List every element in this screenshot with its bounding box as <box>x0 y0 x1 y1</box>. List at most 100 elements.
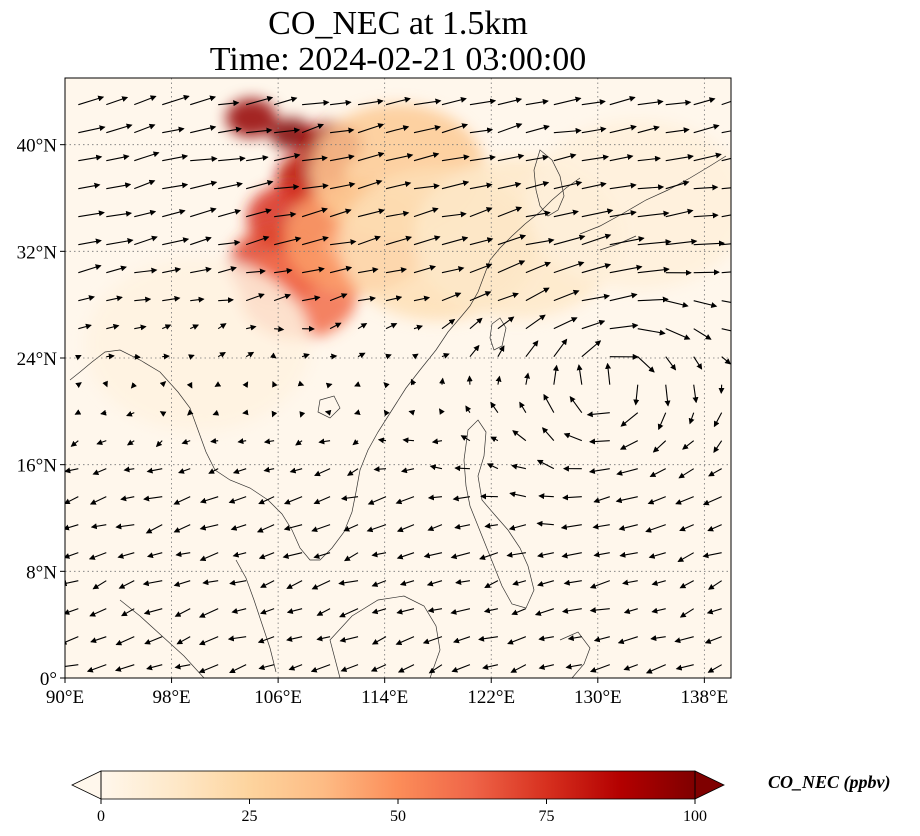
wind-vector-arrow <box>217 323 227 330</box>
wind-vector-arrow <box>452 636 471 644</box>
wind-vector-arrow <box>146 467 163 474</box>
wind-vector-arrow <box>674 636 694 644</box>
wind-vector-arrow <box>652 440 667 453</box>
wind-vector-arrow <box>553 127 582 134</box>
wind-vector-arrow <box>616 468 638 476</box>
coastline-japan <box>579 155 727 251</box>
wind-vector-arrow <box>431 438 443 445</box>
wind-vector-arrow <box>429 464 443 471</box>
wind-vector-arrow <box>707 580 722 590</box>
wind-vector-arrow <box>441 292 462 302</box>
wind-vector-arrow <box>246 95 274 106</box>
wind-vector-arrow <box>721 187 731 190</box>
wind-vector-arrow <box>482 664 499 670</box>
wind-vector-arrow <box>324 409 332 416</box>
wind-vector-arrow <box>693 269 720 276</box>
wind-vector-arrow <box>338 579 359 586</box>
wind-vector-arrow <box>385 235 412 246</box>
wind-vector-arrow <box>552 364 559 385</box>
wind-vector-arrow <box>385 181 412 190</box>
wind-vector-arrow <box>581 181 607 190</box>
wind-vector-arrow <box>301 353 310 359</box>
wind-vector-arrow <box>441 123 469 134</box>
wind-vector-arrow <box>86 664 107 673</box>
wind-vector-arrow <box>581 208 614 218</box>
wind-vector-arrow <box>274 267 293 274</box>
x-tick-label: 90°E <box>46 687 84 708</box>
wind-vector-arrow <box>74 354 82 361</box>
wind-vector-arrow <box>553 96 582 106</box>
wind-vector-arrow <box>441 211 467 218</box>
wind-vector-arrow <box>581 319 606 330</box>
wind-vector-arrow <box>562 494 582 501</box>
wind-vector-arrow <box>385 210 410 218</box>
wind-vector-arrow <box>258 664 275 671</box>
wind-vector-arrow <box>385 353 392 360</box>
wind-vector-arrow <box>413 324 423 331</box>
wind-vector-arrow <box>413 295 431 302</box>
wind-vector-arrow <box>144 636 163 645</box>
wind-vector-arrow <box>675 496 694 505</box>
wind-vector-arrow <box>441 180 470 190</box>
wind-vector-arrow <box>120 495 135 502</box>
wind-vector-arrow <box>134 267 158 274</box>
wind-vector-arrow <box>371 608 387 615</box>
wind-vector-arrow <box>302 99 330 106</box>
y-tick-label: 8°N <box>26 562 57 583</box>
wind-vector-arrow <box>478 635 498 642</box>
wind-vector-arrow <box>274 326 285 333</box>
wind-vector-arrow <box>721 356 731 365</box>
coastline-east-asia <box>69 177 581 561</box>
wind-vector-arrow <box>395 496 415 505</box>
x-tick-label: 138°E <box>681 687 729 708</box>
colorbar-label: CO_NEC (ppbv) <box>768 772 891 792</box>
wind-vector-arrow <box>693 240 725 247</box>
wind-vector-arrow <box>155 440 163 448</box>
wind-vector-arrow <box>246 324 257 331</box>
wind-vector-arrow <box>622 579 638 586</box>
wind-vector-arrow <box>581 263 612 274</box>
wind-vector-arrow <box>454 523 471 530</box>
wind-vector-arrow <box>227 635 247 642</box>
wind-vector-arrow <box>272 380 278 388</box>
wind-vector-arrow <box>199 552 219 562</box>
wind-vector-arrow <box>74 409 82 415</box>
wind-vector-arrow <box>283 496 303 505</box>
wind-vector-arrow <box>665 238 698 246</box>
wind-vector-arrow <box>126 410 135 417</box>
wind-vector-arrow <box>218 126 243 134</box>
wind-vector-arrow <box>65 580 79 587</box>
wind-vector-arrow <box>330 353 338 360</box>
wind-vector-arrow <box>258 552 275 560</box>
wind-vector-arrow <box>218 155 246 162</box>
wind-vector-arrow <box>286 608 303 614</box>
wind-vector-arrow <box>310 664 331 673</box>
x-tick-label: 98°E <box>152 687 190 708</box>
wind-vector-arrow <box>469 182 493 190</box>
colorbar-tick-label: 100 <box>683 808 707 825</box>
wind-vector-arrow <box>721 100 731 106</box>
wind-vector-arrow <box>173 524 191 533</box>
wind-vector-arrow <box>402 437 415 444</box>
wind-vector-arrow <box>199 524 219 531</box>
wind-vector-arrow <box>173 496 191 505</box>
wind-vector-arrow <box>713 440 723 453</box>
wind-vector-arrow <box>399 580 415 587</box>
wind-vector-arrow <box>343 524 359 532</box>
wind-vector-arrow <box>210 437 219 444</box>
wind-vector-arrow <box>441 266 465 274</box>
wind-vector-arrow <box>142 580 163 587</box>
wind-vector-arrow <box>134 179 156 190</box>
wind-vector-arrow <box>665 300 689 308</box>
coastline-borneo <box>329 595 441 678</box>
wind-vector-arrow <box>106 96 129 106</box>
wind-vector-arrow <box>377 437 387 444</box>
wind-vector-arrow <box>260 608 275 615</box>
plot-frame <box>64 77 732 679</box>
coastline-malaysia <box>235 559 277 673</box>
wind-vector-arrow <box>286 636 303 642</box>
wind-vector-arrow <box>329 265 353 274</box>
wind-vector-arrow <box>693 300 718 308</box>
wind-vector-arrow <box>497 123 523 134</box>
wind-vector-arrow <box>619 551 638 558</box>
